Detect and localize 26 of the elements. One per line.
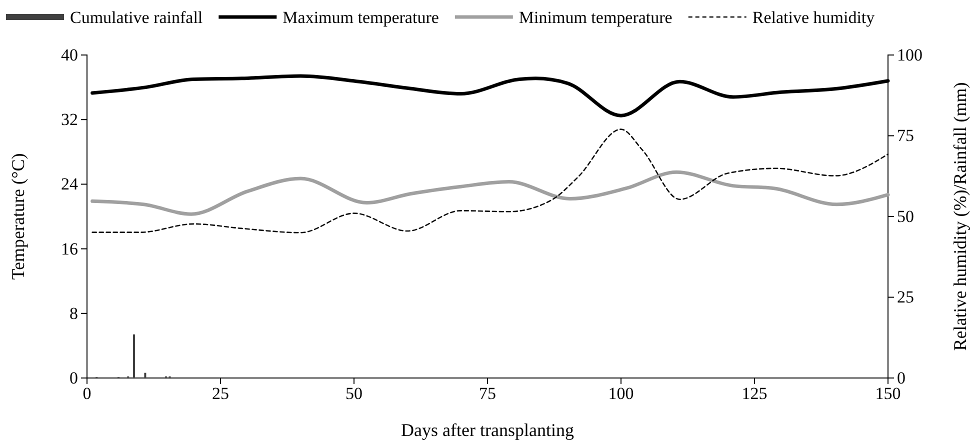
y-axis-title: Temperature (°C) (8, 153, 28, 280)
y2-tick-label: 100 (897, 45, 922, 64)
legend-label: Maximum temperature (282, 8, 439, 27)
y-tick-label: 8 (70, 304, 78, 323)
y-tick-label: 40 (61, 45, 78, 64)
x-tick-label: 125 (742, 384, 768, 404)
x-tick-label: 50 (346, 384, 362, 404)
y2-tick-label: 75 (897, 126, 914, 146)
x-tick-label: 25 (212, 384, 229, 404)
legend-label: Minimum temperature (518, 8, 672, 27)
x-tick-label: 0 (82, 384, 92, 404)
y-tick-label: 16 (61, 239, 78, 258)
x-tick-label: 75 (479, 384, 496, 404)
x-axis-title: Days after transplanting (401, 420, 574, 440)
legend-label: Relative humidity (752, 8, 876, 27)
y-tick-label: 32 (61, 110, 78, 130)
x-tick-label: 100 (608, 384, 634, 404)
y2-axis-title: Relative humidity (%)/Rainfall (mm) (950, 82, 970, 351)
y2-tick-label: 25 (897, 288, 914, 307)
bar (144, 372, 146, 378)
y-tick-label: 24 (61, 174, 78, 194)
line-series (90, 170, 890, 216)
legend-label: Cumulative rainfall (70, 8, 203, 27)
y-tick-label: 0 (70, 368, 78, 388)
bar (132, 334, 135, 378)
y2-tick-label: 50 (897, 206, 914, 226)
